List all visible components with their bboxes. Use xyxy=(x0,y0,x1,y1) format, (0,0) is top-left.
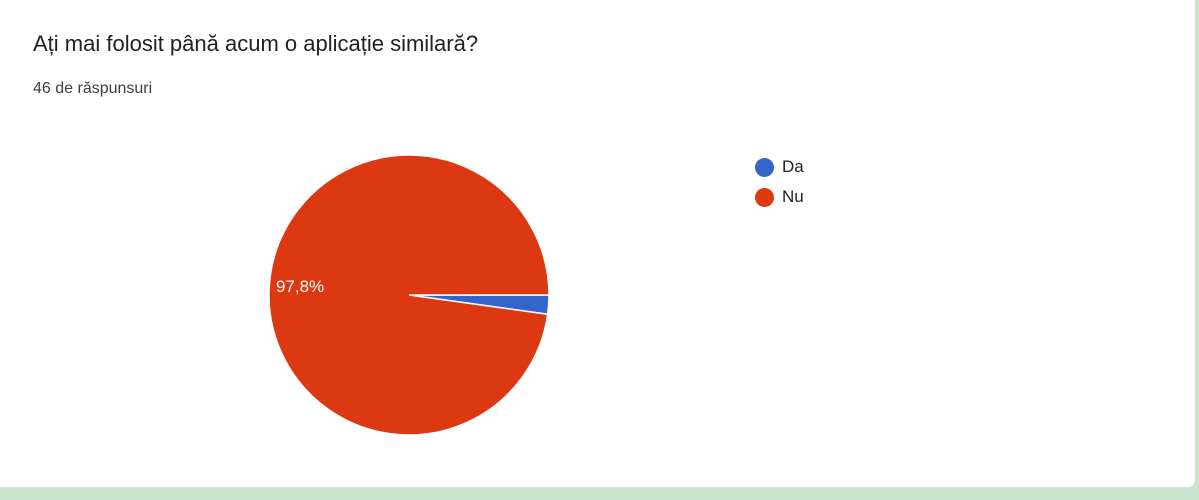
legend-item-nu[interactable]: Nu xyxy=(755,182,804,212)
pie-chart: 97,8% xyxy=(268,154,550,436)
pie-slice-nu[interactable] xyxy=(268,154,550,436)
legend-swatch-da xyxy=(755,157,774,177)
legend-swatch-nu xyxy=(755,187,774,207)
pie-slices xyxy=(268,154,550,436)
chart-legend: Da Nu xyxy=(755,152,804,212)
legend-label-nu: Nu xyxy=(782,187,804,206)
response-count: 46 de răspunsuri xyxy=(33,80,153,97)
legend-label-da: Da xyxy=(782,157,804,176)
question-title: Ați mai folosit până acum o aplicație si… xyxy=(33,31,479,56)
response-card: Ați mai folosit până acum o aplicație si… xyxy=(0,0,1196,488)
pie-labels: 97,8% xyxy=(276,277,324,296)
legend-item-da[interactable]: Da xyxy=(755,152,804,182)
pie-label-nu: 97,8% xyxy=(276,277,324,296)
